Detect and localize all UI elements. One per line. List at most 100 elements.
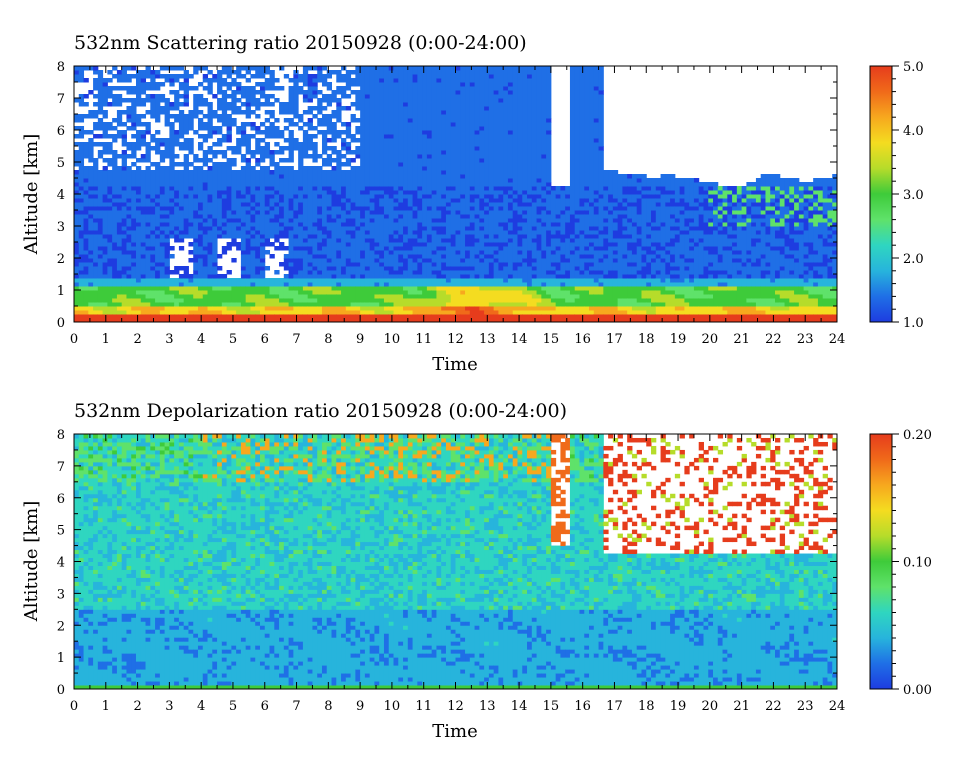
- heatmap-cell: [231, 509, 237, 523]
- heatmap-cell: [808, 314, 814, 322]
- heatmap-cell: [174, 266, 180, 275]
- heatmap-cell: [326, 270, 333, 279]
- heatmap-cell: [541, 286, 547, 291]
- heatmap-cell: [245, 314, 251, 322]
- heatmap-cell: [813, 198, 819, 203]
- heatmap-cell: [431, 226, 437, 231]
- heatmap-cell: [460, 174, 466, 179]
- heatmap-cell: [760, 306, 766, 311]
- heatmap-cell: [102, 434, 108, 439]
- heatmap-cell: [88, 613, 94, 622]
- heatmap-cell: [255, 501, 261, 507]
- heatmap-cell: [369, 314, 375, 322]
- heatmap-cell: [336, 290, 342, 295]
- heatmap-cell: [188, 310, 194, 315]
- heatmap-cell: [102, 601, 108, 606]
- heatmap-cell: [741, 226, 747, 231]
- heatmap-cell: [259, 122, 266, 127]
- heatmap-cell: [169, 314, 175, 322]
- heatmap-cell: [83, 142, 89, 159]
- heatmap-cell: [746, 258, 752, 263]
- heatmap-cell: [255, 162, 261, 167]
- heatmap-cell: [269, 194, 275, 199]
- heatmap-cell: [83, 621, 89, 630]
- heatmap-cell: [722, 186, 728, 191]
- heatmap-cell: [441, 222, 447, 227]
- heatmap-cell: [469, 202, 476, 207]
- heatmap-cell: [436, 246, 442, 251]
- heatmap-cell: [83, 314, 89, 322]
- heatmap-cell: [622, 310, 628, 315]
- heatmap-cell: [488, 206, 495, 211]
- heatmap-cell: [93, 262, 99, 267]
- heatmap-cell: [93, 66, 99, 71]
- heatmap-cell: [283, 306, 290, 311]
- heatmap-cell: [259, 258, 266, 263]
- heatmap-cell: [226, 210, 232, 219]
- heatmap-cell: [779, 286, 786, 291]
- heatmap-cell: [379, 186, 385, 191]
- heatmap-cell: [541, 306, 547, 311]
- heatmap-cell: [126, 314, 132, 322]
- heatmap-cell: [116, 585, 123, 590]
- heatmap-cell: [221, 641, 228, 646]
- heatmap-cell: [236, 434, 242, 439]
- heatmap-cell: [231, 457, 237, 471]
- heatmap-cell: [107, 457, 113, 467]
- heatmap-cell: [274, 481, 280, 487]
- heatmap-cell: [679, 178, 685, 187]
- heatmap-cell: [83, 505, 89, 511]
- heatmap-cell: [364, 234, 371, 239]
- heatmap-cell: [775, 190, 781, 199]
- heatmap-cell: [374, 66, 380, 187]
- heatmap-cell: [403, 194, 409, 199]
- heatmap-cell: [88, 262, 94, 279]
- heatmap-cell: [207, 306, 213, 311]
- heatmap-cell: [74, 641, 80, 650]
- heatmap-cell: [593, 190, 600, 195]
- heatmap-cell: [88, 110, 94, 119]
- heatmap-cell: [102, 637, 108, 642]
- heatmap-cell: [88, 685, 94, 689]
- heatmap-cell: [255, 537, 261, 559]
- heatmap-cell: [245, 565, 251, 570]
- heatmap-cell: [126, 569, 132, 574]
- heatmap-cell: [288, 230, 294, 259]
- heatmap-cell: [612, 278, 619, 287]
- heatmap-cell: [579, 306, 585, 315]
- heatmap-cell: [116, 517, 123, 555]
- heatmap-cell: [135, 509, 142, 515]
- heatmap-cell: [770, 282, 776, 287]
- heatmap-cell: [183, 637, 189, 642]
- heatmap-cell: [174, 74, 180, 83]
- heatmap-cell: [283, 282, 290, 287]
- heatmap-cell: [112, 314, 118, 322]
- heatmap-cell: [641, 302, 647, 307]
- heatmap-cell: [193, 434, 199, 443]
- heatmap-cell: [236, 226, 242, 231]
- heatmap-cell: [93, 198, 99, 207]
- heatmap-cell: [207, 441, 213, 447]
- heatmap-cell: [445, 314, 452, 322]
- heatmap-cell: [74, 434, 80, 439]
- heatmap-cell: [608, 314, 614, 322]
- heatmap-cell: [159, 266, 166, 279]
- heatmap-cell: [202, 222, 209, 227]
- heatmap-cell: [88, 493, 94, 499]
- heatmap-cell: [751, 218, 757, 223]
- heatmap-cell: [169, 453, 175, 459]
- heatmap-cell: [326, 286, 333, 295]
- heatmap-cell: [522, 282, 528, 287]
- heatmap-cell: [503, 302, 509, 307]
- heatmap-cell: [722, 202, 728, 207]
- heatmap-cell: [321, 186, 328, 191]
- heatmap-cell: [93, 497, 99, 503]
- heatmap-cell: [145, 278, 151, 287]
- heatmap-cell: [131, 617, 137, 654]
- heatmap-cell: [345, 214, 352, 219]
- heatmap-cell: [832, 194, 837, 199]
- x-tick-label: 12: [447, 332, 464, 347]
- heatmap-cell: [145, 585, 151, 590]
- heatmap-cell: [217, 138, 223, 147]
- heatmap-cell: [503, 90, 509, 187]
